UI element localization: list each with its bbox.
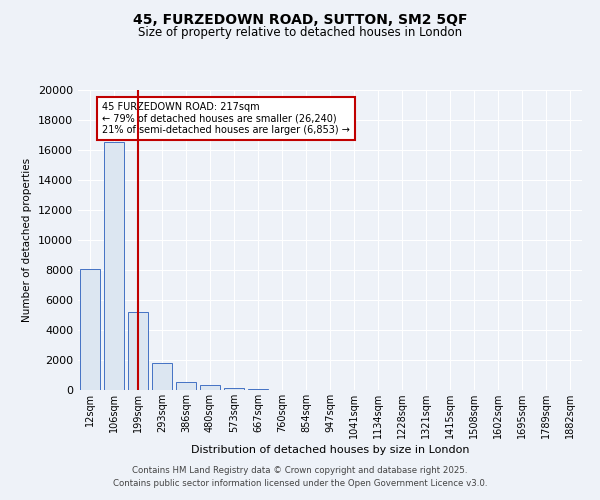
Bar — [128, 312, 148, 390]
Text: 45 FURZEDOWN ROAD: 217sqm
← 79% of detached houses are smaller (26,240)
21% of s: 45 FURZEDOWN ROAD: 217sqm ← 79% of detac… — [102, 102, 350, 135]
Bar — [176, 382, 196, 390]
Bar — [80, 268, 100, 390]
X-axis label: Distribution of detached houses by size in London: Distribution of detached houses by size … — [191, 445, 469, 455]
Bar — [224, 388, 244, 390]
Text: Size of property relative to detached houses in London: Size of property relative to detached ho… — [138, 26, 462, 39]
Y-axis label: Number of detached properties: Number of detached properties — [22, 158, 32, 322]
Bar — [248, 389, 268, 390]
Bar — [104, 142, 124, 390]
Text: 45, FURZEDOWN ROAD, SUTTON, SM2 5QF: 45, FURZEDOWN ROAD, SUTTON, SM2 5QF — [133, 12, 467, 26]
Text: Contains HM Land Registry data © Crown copyright and database right 2025.
Contai: Contains HM Land Registry data © Crown c… — [113, 466, 487, 487]
Bar — [152, 363, 172, 390]
Bar — [200, 385, 220, 390]
